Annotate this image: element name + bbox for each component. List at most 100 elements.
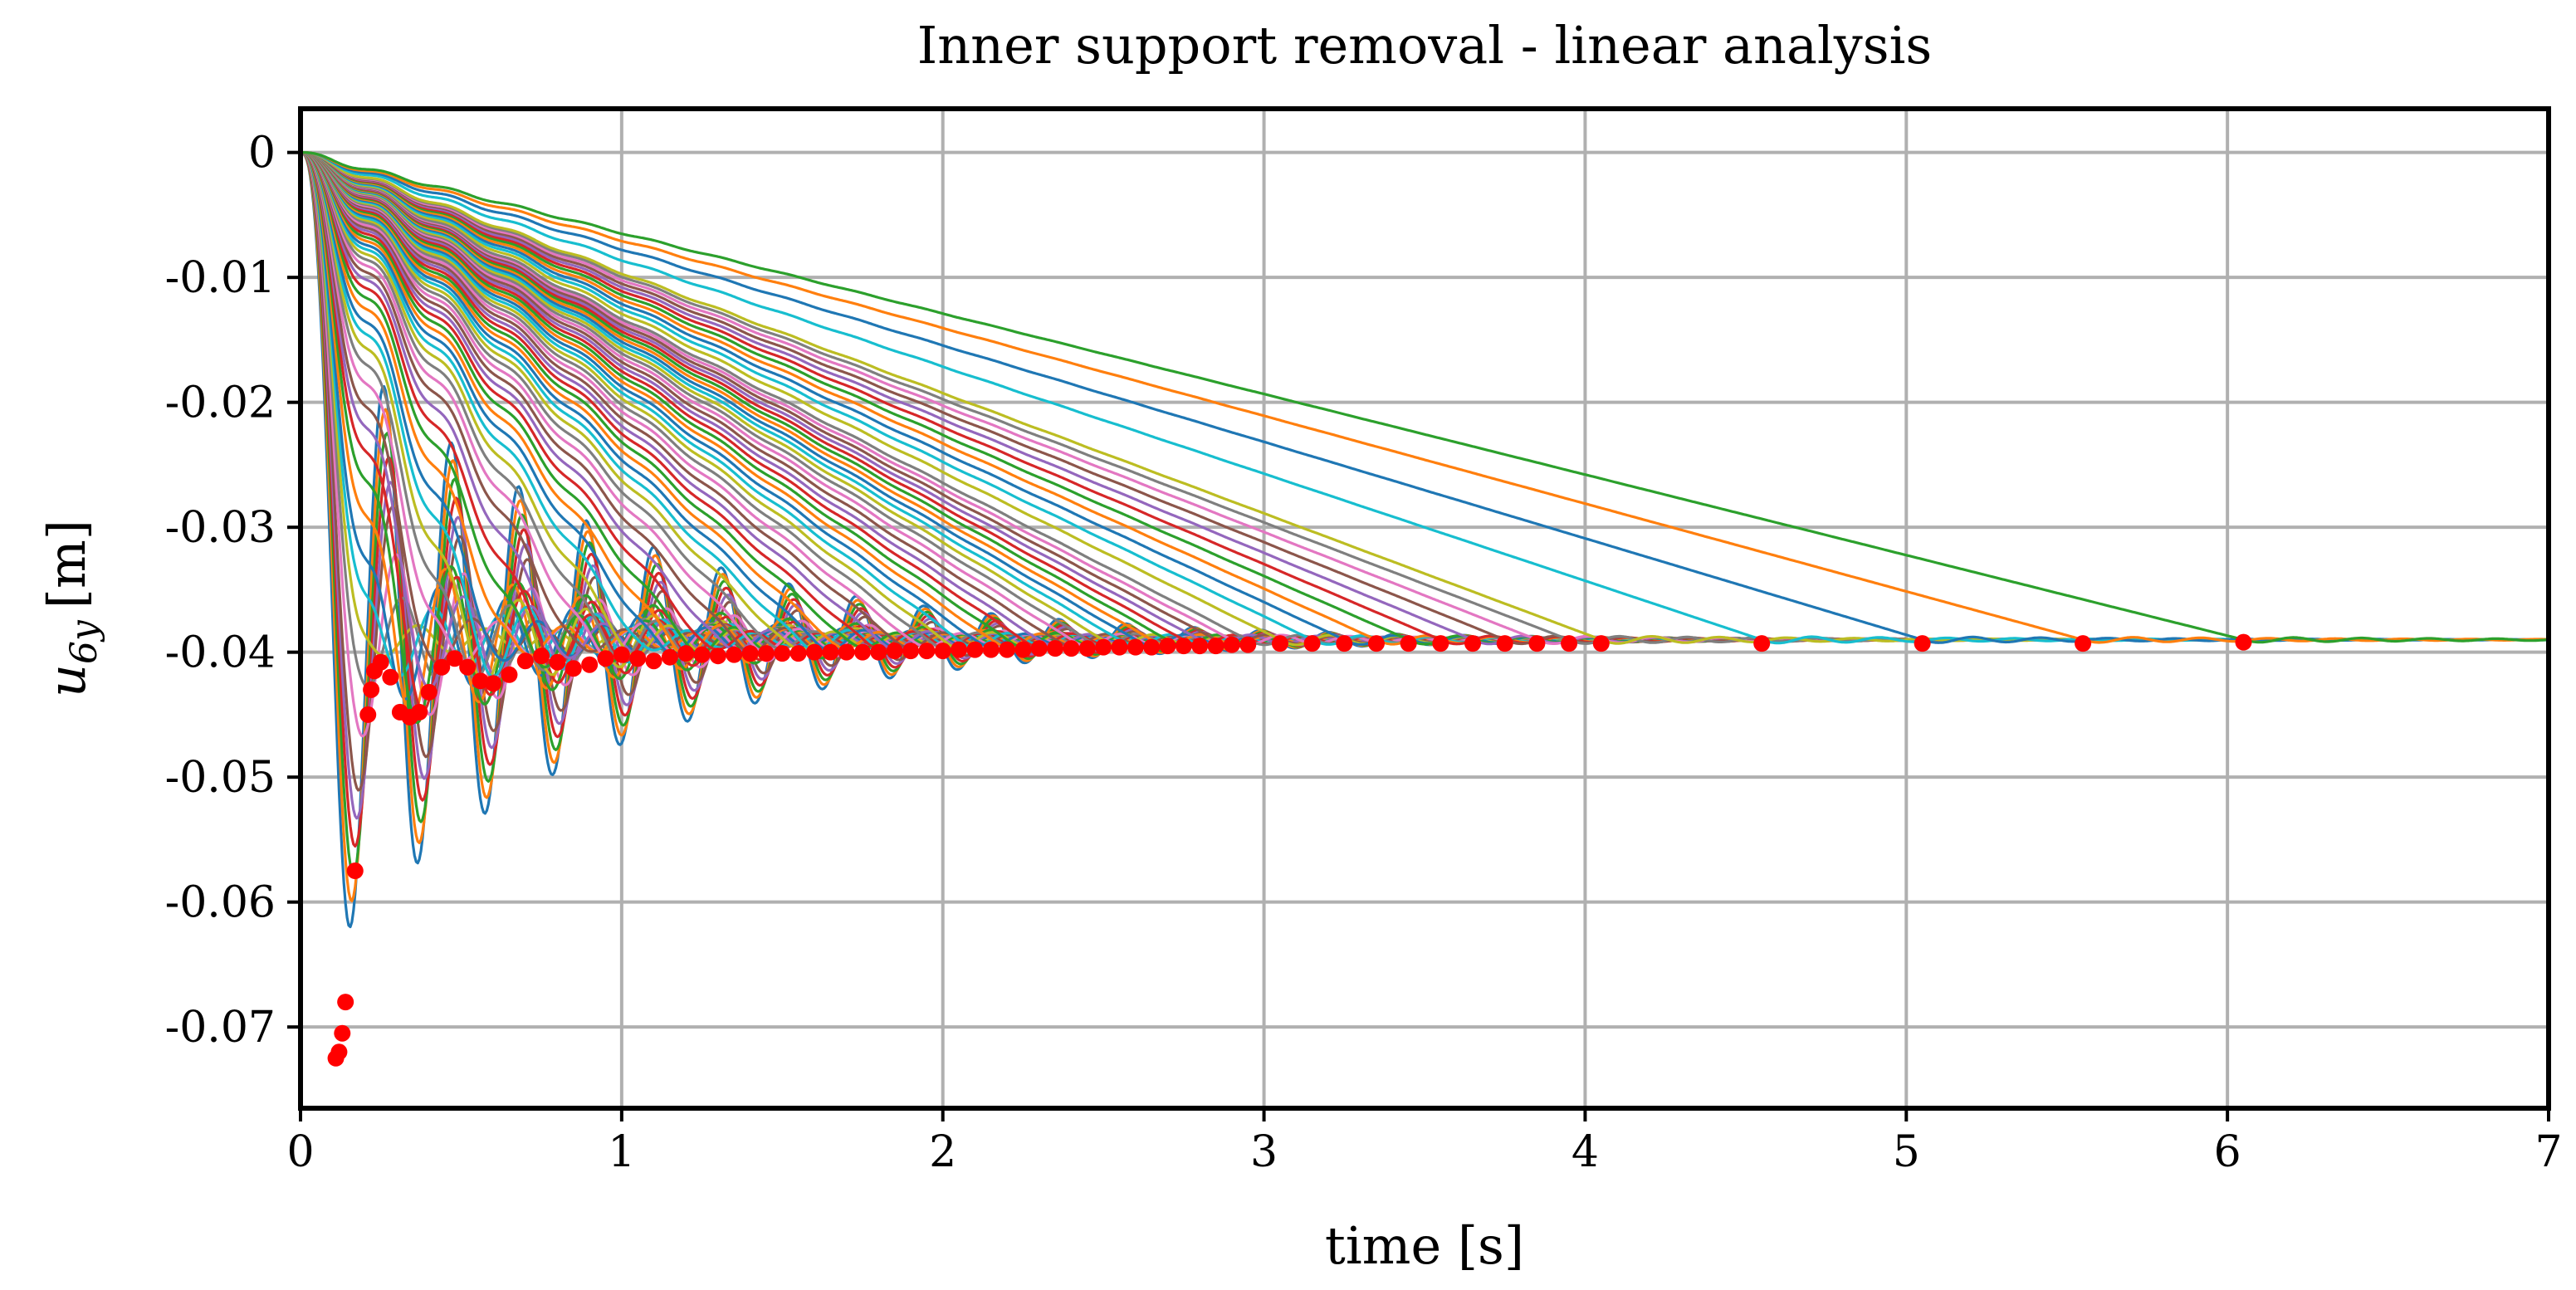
max-response-marker bbox=[565, 660, 582, 677]
y-tick-label: -0.05 bbox=[165, 753, 276, 803]
max-response-marker bbox=[1367, 635, 1385, 652]
max-response-marker bbox=[918, 643, 936, 660]
max-response-marker bbox=[446, 650, 463, 667]
max-response-marker bbox=[359, 706, 377, 723]
max-response-marker bbox=[982, 641, 1000, 658]
max-response-marker bbox=[382, 668, 399, 686]
max-response-marker bbox=[2235, 633, 2252, 651]
max-response-marker bbox=[1336, 635, 1353, 652]
x-tick-label: 3 bbox=[1250, 1127, 1278, 1177]
y-tick-label: 0 bbox=[248, 129, 276, 178]
x-tick-label: 7 bbox=[2534, 1127, 2562, 1177]
series-line bbox=[301, 151, 2549, 644]
max-response-marker bbox=[485, 675, 502, 692]
max-response-marker bbox=[757, 645, 775, 662]
max-response-marker bbox=[629, 650, 647, 667]
max-response-marker bbox=[2075, 635, 2092, 652]
y-axis-label-unit: [m] bbox=[37, 520, 97, 608]
x-tick-label: 6 bbox=[2214, 1127, 2241, 1177]
y-tick-label: -0.01 bbox=[165, 253, 276, 303]
max-response-marker bbox=[741, 645, 759, 662]
max-response-marker bbox=[1753, 635, 1771, 652]
x-tick-label: 0 bbox=[286, 1127, 314, 1177]
max-response-marker bbox=[1047, 640, 1064, 657]
max-response-marker bbox=[1111, 638, 1128, 656]
max-response-marker bbox=[934, 643, 951, 660]
series-group bbox=[301, 151, 2549, 929]
max-response-marker bbox=[805, 643, 823, 661]
y-axis-label-symbol: u bbox=[37, 664, 97, 697]
max-response-marker bbox=[645, 652, 662, 670]
max-response-marker bbox=[549, 653, 566, 671]
max-response-marker bbox=[1127, 638, 1144, 656]
plot-frame bbox=[298, 106, 2551, 1111]
max-response-marker bbox=[999, 641, 1016, 658]
max-response-marker bbox=[1592, 635, 1610, 652]
x-tick-label: 5 bbox=[1893, 1127, 1920, 1177]
max-response-marker bbox=[337, 994, 354, 1011]
axis-ticks: 0 1 2 3 4 5 6 7 0 -0.01 -0.02 -0.03 -0.04 -0.05 -0.06 -… bbox=[165, 129, 2563, 1177]
max-response-marker bbox=[1464, 635, 1482, 652]
max-response-marker bbox=[1095, 638, 1112, 656]
max-response-marker bbox=[1063, 640, 1080, 657]
max-response-marker bbox=[1432, 635, 1449, 652]
chart-title: Inner support removal - linear analysis bbox=[917, 15, 1933, 76]
max-response-marker bbox=[1175, 638, 1192, 655]
max-response-marker bbox=[789, 645, 807, 662]
max-response-marker bbox=[346, 862, 364, 880]
max-response-marker bbox=[1496, 635, 1513, 652]
series-line bbox=[301, 151, 2549, 644]
max-response-marker bbox=[1014, 641, 1032, 658]
max-response-marker bbox=[774, 645, 791, 662]
max-response-marker bbox=[1528, 635, 1546, 652]
max-response-marker bbox=[334, 1024, 351, 1042]
max-response-marker bbox=[1400, 635, 1417, 652]
max-response-marker bbox=[501, 666, 518, 683]
max-response-marker bbox=[1561, 635, 1578, 652]
max-response-marker bbox=[330, 1043, 348, 1061]
y-tick-label: -0.03 bbox=[165, 503, 276, 553]
max-response-marker bbox=[677, 645, 695, 662]
max-response-marker bbox=[854, 643, 871, 661]
y-axis-label: u6y [m] bbox=[37, 520, 105, 697]
max-response-marker bbox=[597, 650, 614, 667]
y-tick-label: -0.02 bbox=[165, 379, 276, 428]
y-tick-label: -0.06 bbox=[165, 878, 276, 928]
max-response-marker bbox=[1207, 638, 1224, 655]
max-response-marker bbox=[693, 646, 711, 663]
x-tick-label: 2 bbox=[929, 1127, 956, 1177]
x-tick-label: 1 bbox=[608, 1127, 635, 1177]
max-response-marker bbox=[363, 681, 380, 698]
max-response-marker bbox=[1239, 636, 1257, 653]
max-response-marker bbox=[1030, 640, 1048, 657]
max-response-marker bbox=[902, 643, 920, 660]
max-response-marker bbox=[966, 641, 984, 658]
max-response-marker bbox=[1078, 640, 1096, 657]
max-response-marker bbox=[1271, 635, 1288, 652]
max-response-marker bbox=[472, 672, 489, 690]
max-response-marker bbox=[726, 646, 743, 663]
series-line bbox=[301, 151, 2549, 644]
max-response-marker bbox=[533, 647, 550, 665]
max-response-marker bbox=[420, 683, 437, 701]
max-response-marker bbox=[1143, 638, 1161, 656]
x-axis-label: time [s] bbox=[1325, 1215, 1524, 1276]
x-tick-label: 4 bbox=[1572, 1127, 1599, 1177]
max-response-marker bbox=[516, 652, 534, 670]
max-response-marker bbox=[613, 646, 630, 663]
max-response-marker bbox=[886, 643, 903, 660]
max-response-marker bbox=[709, 647, 726, 665]
max-response-marker bbox=[459, 658, 477, 676]
max-response-marker bbox=[1159, 638, 1176, 655]
max-response-markers bbox=[327, 633, 2252, 1067]
max-response-marker bbox=[661, 648, 678, 666]
y-axis-label-subscript: 6y bbox=[63, 619, 105, 664]
max-response-marker bbox=[1914, 635, 1931, 652]
max-response-marker bbox=[1223, 636, 1240, 653]
max-response-marker bbox=[870, 643, 887, 661]
max-response-marker bbox=[838, 643, 855, 661]
max-response-marker bbox=[411, 703, 428, 721]
max-response-marker bbox=[581, 656, 599, 673]
y-tick-label: -0.07 bbox=[165, 1003, 276, 1053]
